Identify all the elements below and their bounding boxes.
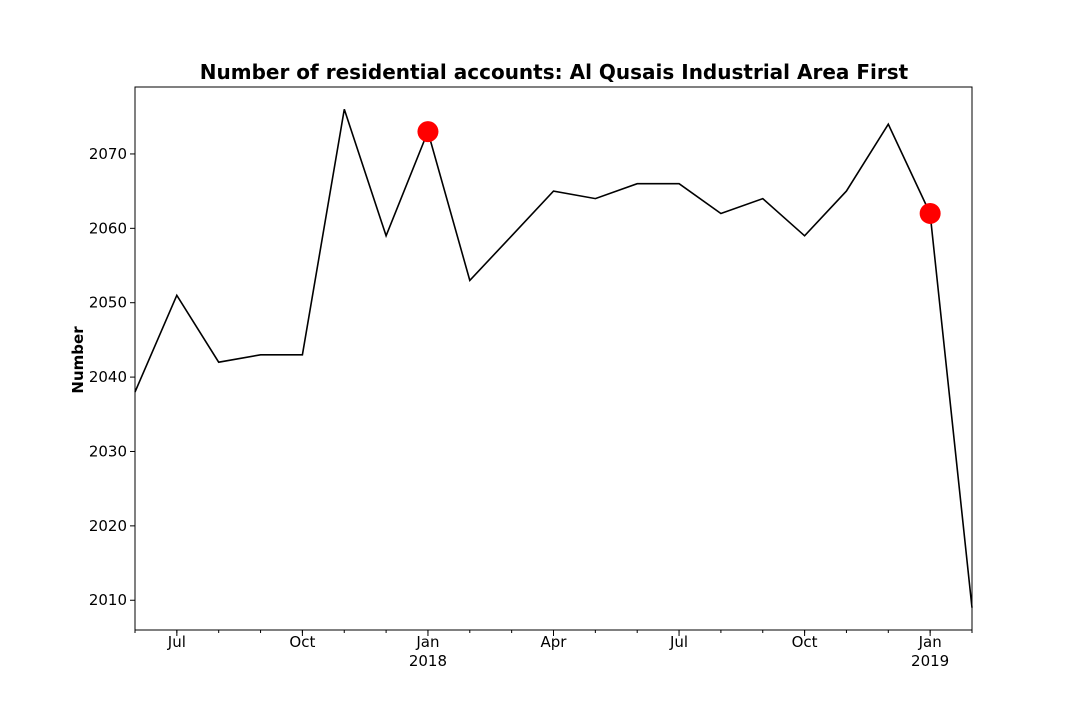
highlight-point <box>417 121 439 143</box>
x-tick-label: Jul <box>167 633 186 651</box>
x-tick-label: Oct <box>289 633 315 651</box>
x-tick-label: Jan <box>918 633 942 651</box>
highlight-point <box>919 202 941 224</box>
chart-title: Number of residential accounts: Al Qusai… <box>200 60 909 84</box>
plot-frame <box>134 86 973 631</box>
x-tick-label: Oct <box>792 633 818 651</box>
x-tick-year-label: 2018 <box>409 652 447 670</box>
y-tick-label: 2060 <box>89 219 127 237</box>
x-tick-year-label: 2019 <box>911 652 949 670</box>
y-tick-label: 2040 <box>89 368 127 386</box>
y-tick-label: 2030 <box>89 442 127 460</box>
series-line <box>134 109 973 608</box>
y-tick-label: 2020 <box>89 517 127 535</box>
y-tick-label: 2050 <box>89 294 127 312</box>
y-axis-label: Number <box>69 326 87 394</box>
x-tick-label: Jan <box>415 633 439 651</box>
x-tick-label: Apr <box>541 633 568 651</box>
y-tick-label: 2010 <box>89 591 127 609</box>
y-tick-label: 2070 <box>89 145 127 163</box>
x-tick-label: Jul <box>669 633 688 651</box>
series-group <box>134 109 973 608</box>
